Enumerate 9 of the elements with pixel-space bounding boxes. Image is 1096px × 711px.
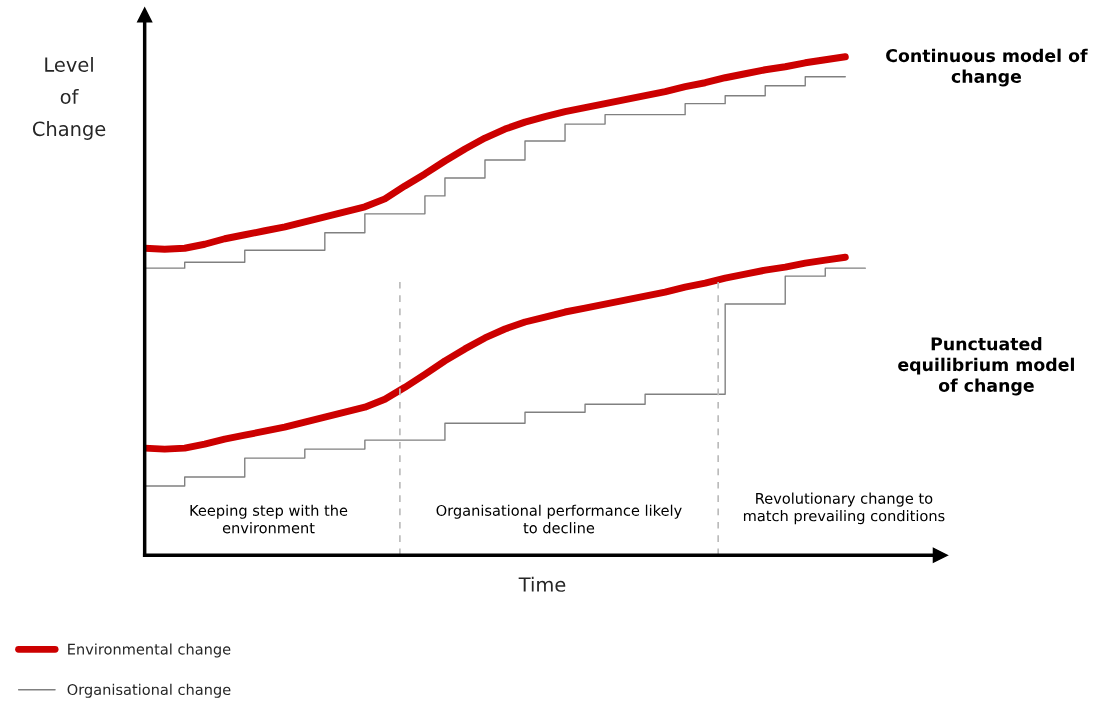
legend-label: Environmental change — [68, 643, 231, 658]
text: Continuous model of change — [886, 48, 1088, 87]
legend-label: Organisational change — [67, 683, 231, 698]
annotation: Organisational performance likely to decline — [436, 504, 682, 534]
annotation: Keeping step with the environment — [190, 504, 348, 534]
annotation: Revolutionary change to match prevailing conditions — [743, 492, 945, 525]
y-axis-title: Level of Change — [32, 56, 106, 140]
x-axis-title: Time — [518, 576, 566, 592]
text: Punctuated equilibrium model of change — [898, 336, 1074, 396]
